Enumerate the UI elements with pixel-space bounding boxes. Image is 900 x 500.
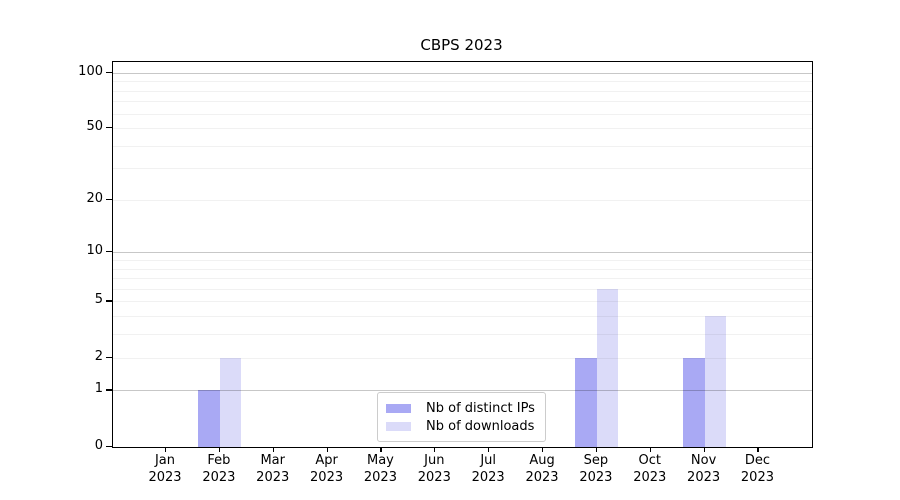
bar-downloads xyxy=(219,357,242,447)
x-tick-label: Mar 2023 xyxy=(256,453,290,485)
bar-downloads xyxy=(704,316,726,447)
minor-gridline xyxy=(113,128,812,130)
legend-label-downloads: Nb of downloads xyxy=(426,418,535,434)
x-tick-mark xyxy=(542,447,544,452)
x-tick-label: Feb 2023 xyxy=(202,453,236,485)
minor-gridline xyxy=(113,301,812,303)
minor-gridline xyxy=(113,81,812,83)
x-tick-label: Apr 2023 xyxy=(310,453,344,485)
y-tick-label: 1 xyxy=(94,381,103,397)
y-tick-label: 20 xyxy=(86,190,103,206)
minor-gridline xyxy=(113,268,812,270)
plot-area: Nb of distinct IPs Nb of downloads xyxy=(112,61,813,448)
y-tick-label: 2 xyxy=(94,348,103,364)
x-tick-label: Oct 2023 xyxy=(633,453,667,485)
x-tick-mark xyxy=(218,447,221,452)
x-tick-mark xyxy=(649,447,651,452)
y-tick-mark xyxy=(106,127,112,129)
y-tick-mark xyxy=(106,300,112,302)
x-tick-mark xyxy=(272,447,274,452)
major-gridline xyxy=(113,390,812,392)
bar-downloads xyxy=(596,288,619,447)
x-tick-label: Jul 2023 xyxy=(471,453,505,485)
minor-gridline xyxy=(113,357,812,359)
x-tick-label: Jan 2023 xyxy=(148,453,182,485)
x-tick-mark xyxy=(488,447,490,452)
major-gridline xyxy=(113,252,812,254)
y-tick-label: 100 xyxy=(78,63,103,79)
y-tick-mark xyxy=(106,445,112,447)
x-tick-label: Nov 2023 xyxy=(687,453,721,485)
y-tick-mark xyxy=(106,356,112,358)
y-tick-mark xyxy=(106,251,112,253)
bar-distinct-ips xyxy=(575,357,597,447)
x-tick-mark xyxy=(434,447,436,452)
x-tick-label: Dec 2023 xyxy=(740,453,774,485)
x-tick-label: Sep 2023 xyxy=(579,453,613,485)
minor-gridline xyxy=(113,316,812,318)
minor-gridline xyxy=(113,145,812,147)
x-tick-mark xyxy=(757,447,759,452)
minor-gridline xyxy=(113,90,812,92)
x-tick-label: Jun 2023 xyxy=(417,453,451,485)
legend-label-distinct-ips: Nb of distinct IPs xyxy=(426,400,535,416)
major-gridline xyxy=(113,72,812,74)
bar-distinct-ips xyxy=(683,357,705,447)
x-tick-mark xyxy=(380,447,382,452)
y-tick-label: 0 xyxy=(94,437,103,453)
y-tick-label: 50 xyxy=(86,119,103,135)
bar-distinct-ips xyxy=(198,390,220,447)
x-tick-mark xyxy=(595,447,598,452)
chart-title: CBPS 2023 xyxy=(420,36,503,54)
minor-gridline xyxy=(113,199,812,201)
x-tick-mark xyxy=(326,447,328,452)
legend-entry-distinct-ips: Nb of distinct IPs xyxy=(386,399,537,417)
minor-gridline xyxy=(113,113,812,115)
minor-gridline xyxy=(113,260,812,261)
legend-swatch-downloads xyxy=(386,421,411,431)
legend-entry-downloads: Nb of downloads xyxy=(386,417,537,435)
x-tick-label: May 2023 xyxy=(363,453,397,485)
minor-gridline xyxy=(113,334,812,336)
y-tick-label: 10 xyxy=(86,243,103,259)
legend: Nb of distinct IPs Nb of downloads xyxy=(377,392,546,442)
x-tick-mark xyxy=(165,447,167,452)
minor-gridline xyxy=(113,278,812,280)
x-tick-label: Aug 2023 xyxy=(525,453,559,485)
x-tick-mark xyxy=(703,447,705,452)
y-tick-mark xyxy=(106,198,112,201)
y-tick-mark xyxy=(106,71,112,73)
legend-swatch-distinct-ips xyxy=(386,403,411,413)
minor-gridline xyxy=(113,168,812,170)
y-tick-mark xyxy=(106,389,112,391)
minor-gridline xyxy=(113,288,812,290)
minor-gridline xyxy=(113,101,812,103)
y-tick-label: 5 xyxy=(94,292,103,308)
